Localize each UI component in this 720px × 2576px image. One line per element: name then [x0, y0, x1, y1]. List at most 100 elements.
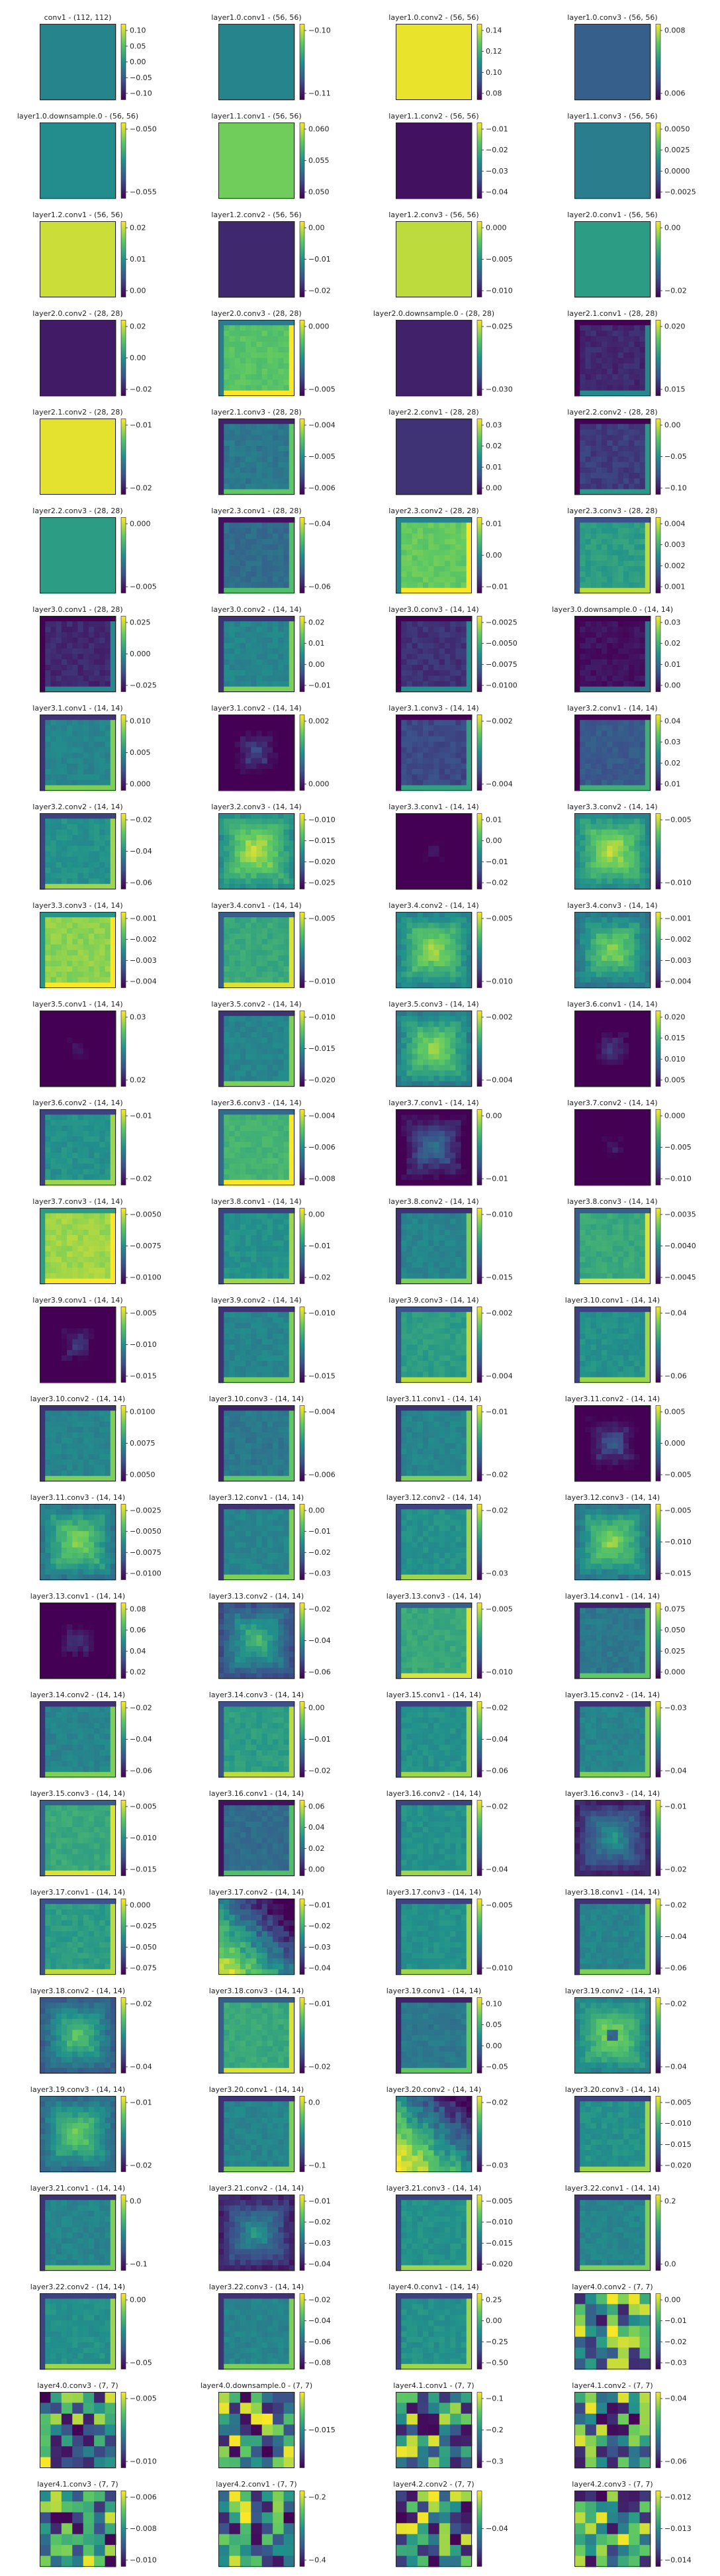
heatmap-cell: [401, 956, 407, 962]
heatmap-cell: [412, 539, 418, 545]
heatmap-cell: [580, 648, 586, 654]
heatmap-cell: [78, 922, 84, 928]
heatmap-cell: [218, 364, 224, 370]
heatmap-cell: [246, 681, 251, 687]
heatmap-cell: [613, 813, 619, 819]
heatmap-cell: [62, 665, 68, 671]
heatmap-cell: [50, 648, 56, 654]
heatmap-cell: [262, 934, 268, 940]
heatmap-panel: layer2.1.conv2 - (28, 28)−0.01−0.02: [0, 405, 172, 504]
heatmap-cell: [62, 852, 68, 858]
heatmap-cell: [218, 675, 224, 681]
heatmap-cell: [235, 966, 241, 972]
heatmap-cell: [257, 944, 263, 950]
heatmap-cell: [574, 944, 580, 950]
heatmap-cell: [423, 939, 429, 945]
heatmap-cell: [602, 468, 608, 473]
heatmap-cell: [574, 665, 580, 671]
heatmap-cell: [273, 462, 279, 468]
heatmap-cell: [78, 971, 84, 977]
heatmap-cell: [235, 862, 241, 868]
colorbar-tick-label: −0.002: [664, 935, 692, 944]
heatmap-cell: [445, 561, 451, 567]
heatmap-cell: [607, 736, 613, 742]
heatmap-cell: [574, 660, 580, 666]
heatmap-cell: [40, 1021, 46, 1027]
heatmap-cell: [596, 517, 602, 523]
heatmap-cell: [423, 725, 429, 731]
heatmap-cell: [445, 632, 451, 638]
heatmap-cell: [83, 944, 89, 950]
heatmap-cell: [412, 621, 418, 627]
heatmap-cell: [423, 966, 429, 972]
heatmap-cell: [273, 660, 279, 666]
heatmap-cell: [72, 956, 78, 962]
heatmap-cell: [278, 840, 284, 846]
heatmap-cell: [574, 446, 580, 452]
heatmap-cell: [257, 654, 263, 660]
heatmap-cell: [224, 577, 230, 583]
heatmap-cell: [235, 468, 241, 473]
heatmap-cell: [455, 665, 461, 671]
heatmap-cell: [461, 616, 467, 622]
heatmap-cell: [67, 621, 73, 627]
heatmap-cell: [455, 977, 461, 983]
heatmap-cell: [67, 769, 73, 775]
heatmap-cell: [240, 342, 246, 348]
heatmap-cell: [284, 879, 290, 885]
heatmap-cell: [445, 583, 451, 589]
heatmap-cell: [450, 971, 456, 977]
heatmap-cell: [105, 731, 111, 737]
heatmap-cell: [618, 873, 624, 879]
heatmap-cell: [273, 780, 279, 786]
heatmap-cell: [439, 928, 445, 934]
heatmap-cell: [56, 873, 62, 879]
heatmap-cell: [585, 917, 591, 923]
heatmap-cell: [607, 857, 613, 863]
heatmap-cell: [56, 720, 62, 726]
heatmap-cell: [596, 534, 602, 540]
heatmap-cell: [445, 654, 451, 660]
heatmap-cell: [434, 758, 440, 764]
heatmap-cell: [262, 939, 268, 945]
heatmap-cell: [62, 670, 68, 676]
heatmap-cell: [591, 961, 597, 967]
heatmap-cell: [640, 675, 646, 681]
heatmap-cell: [640, 670, 646, 676]
heatmap-cell: [423, 621, 429, 627]
heatmap-cell: [428, 840, 434, 846]
heatmap-cell: [396, 571, 402, 577]
heatmap-cell: [640, 950, 646, 956]
heatmap-cell: [218, 583, 224, 589]
panel-title: layer3.2.conv3 - (14, 14): [177, 803, 336, 811]
heatmap-cell: [412, 956, 418, 962]
colorbar: [300, 25, 304, 100]
heatmap-cell: [406, 862, 412, 868]
heatmap-cell: [618, 670, 624, 676]
heatmap-cell: [602, 764, 608, 769]
heatmap-cell: [396, 419, 472, 495]
heatmap-cell: [83, 879, 89, 885]
heatmap-cell: [613, 830, 619, 836]
heatmap-cell: [251, 648, 257, 654]
heatmap-cell: [640, 917, 646, 923]
heatmap-cell: [83, 736, 89, 742]
heatmap-cell: [78, 966, 84, 972]
heatmap-cell: [224, 379, 230, 385]
heatmap-cell: [623, 632, 629, 638]
heatmap-cell: [629, 643, 635, 649]
heatmap-cell: [273, 632, 279, 638]
colorbar-tick-label: −0.010: [308, 816, 336, 824]
heatmap-cell: [229, 638, 235, 644]
heatmap-cell: [267, 616, 273, 622]
heatmap-cell: [284, 446, 290, 452]
heatmap-cell: [273, 912, 279, 918]
heatmap-cell: [262, 873, 268, 879]
heatmap-cell: [623, 643, 629, 649]
heatmap-cell: [235, 374, 241, 380]
heatmap-cell: [396, 813, 402, 819]
heatmap-cell: [623, 758, 629, 764]
heatmap-cell: [418, 534, 424, 540]
heatmap-cell: [257, 966, 263, 972]
heatmap-cell: [423, 835, 429, 841]
